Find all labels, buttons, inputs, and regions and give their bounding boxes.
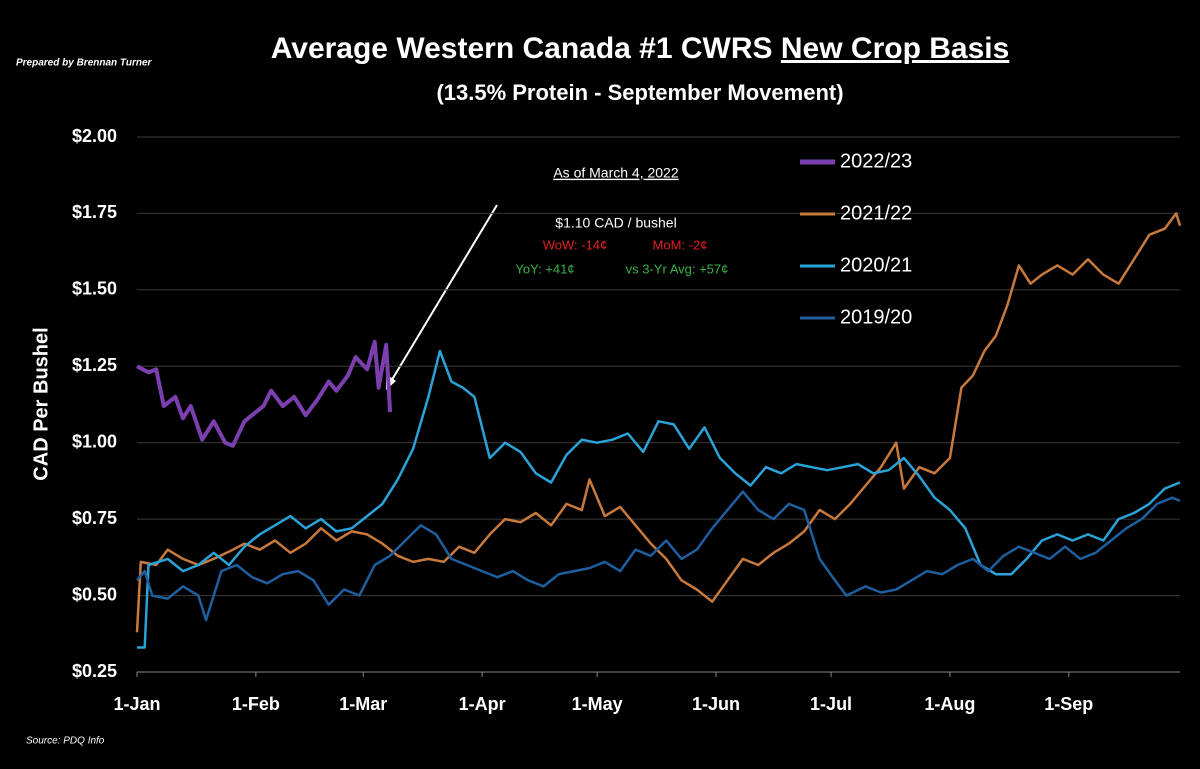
x-tick-label: 1-May xyxy=(572,694,623,714)
series-line xyxy=(137,349,1181,649)
x-tick-label: 1-Jun xyxy=(692,694,740,714)
legend-label: 2021/22 xyxy=(840,202,912,224)
annotation-heading: As of March 4, 2022 xyxy=(553,165,679,181)
y-axis-label: CAD Per Bushel xyxy=(30,327,52,480)
y-tick-label: $2.00 xyxy=(72,126,117,146)
y-tick-label: $1.50 xyxy=(72,279,117,299)
series-line xyxy=(136,339,393,448)
subtitle: (13.5% Protein - September Movement) xyxy=(436,80,843,105)
x-tick-label: 1-Mar xyxy=(339,694,387,714)
annotation-mom: MoM: -2¢ xyxy=(653,237,708,252)
x-tick-label: 1-Jul xyxy=(810,694,852,714)
credit: Prepared by Brennan Turner xyxy=(16,58,153,69)
chart-title: Average Western Canada #1 CWRS New Crop … xyxy=(271,32,1010,65)
y-tick-label: $1.25 xyxy=(72,355,117,375)
annotation-avg: vs 3-Yr Avg: +57¢ xyxy=(626,261,729,276)
x-tick-label: 1-Jan xyxy=(113,694,160,714)
legend-label: 2020/21 xyxy=(840,254,912,276)
annotation-arrow xyxy=(389,204,498,384)
series-line xyxy=(135,212,1182,633)
y-tick-label: $0.75 xyxy=(72,508,117,528)
title-emphasis: New Crop Basis xyxy=(781,32,1009,65)
x-tick-label: 1-Apr xyxy=(459,694,506,714)
source: Source: PDQ Info xyxy=(26,736,105,747)
annotation-yoy: YoY: +41¢ xyxy=(515,261,574,276)
y-tick-label: $0.50 xyxy=(72,584,117,604)
legend-label: 2019/20 xyxy=(840,306,912,328)
y-tick-label: $1.00 xyxy=(72,431,117,451)
x-tick-label: 1-Aug xyxy=(924,694,975,714)
x-tick-label: 1-Feb xyxy=(232,694,280,714)
title-main: Average Western Canada #1 CWRS xyxy=(271,32,773,65)
y-tick-label: $1.75 xyxy=(72,202,117,222)
y-tick-label: $0.25 xyxy=(72,661,117,681)
legend-label: 2022/23 xyxy=(840,150,912,172)
annotation-price: $1.10 CAD / bushel xyxy=(555,215,676,231)
series-line xyxy=(136,490,1181,622)
x-tick-label: 1-Sep xyxy=(1044,694,1093,714)
annotation-wow: WoW: -14¢ xyxy=(543,237,608,252)
